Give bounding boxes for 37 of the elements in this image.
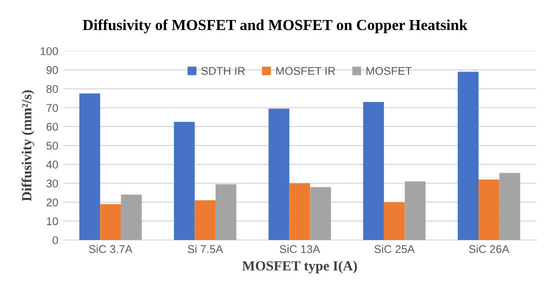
- bar: [120, 194, 142, 240]
- y-tick-label: 0: [52, 236, 58, 244]
- x-tick-label: SiC 25A: [374, 244, 415, 254]
- legend-label: SDTH IR: [201, 67, 245, 75]
- x-tick-label: Si 7.5A: [188, 244, 224, 254]
- y-tick-label: 40: [46, 160, 58, 169]
- y-axis-title: Diffusivity (mm²/s): [22, 90, 34, 202]
- bar: [384, 202, 405, 240]
- bar: [363, 102, 384, 240]
- legend-label: MOSFET: [366, 67, 412, 75]
- bar: [404, 181, 426, 240]
- y-tick-label: 30: [46, 180, 58, 188]
- bar: [499, 172, 520, 240]
- bar: [194, 200, 216, 240]
- y-tick-label: 70: [46, 104, 58, 112]
- y-tick-label: 100: [40, 47, 58, 56]
- bar: [79, 94, 100, 240]
- bar: [100, 204, 121, 240]
- bar: [478, 180, 500, 240]
- x-axis-title: MOSFET type I(A): [242, 260, 357, 274]
- y-tick-label: 80: [46, 85, 58, 93]
- y-tick-label: 10: [46, 217, 58, 226]
- y-tick-label: 50: [46, 142, 58, 150]
- bar: [174, 122, 195, 240]
- y-tick-label: 90: [46, 66, 58, 74]
- y-tick-label: 20: [46, 198, 58, 206]
- x-tick-label: SiC 3.7A: [89, 244, 132, 254]
- bar: [289, 183, 310, 240]
- bar: [216, 184, 236, 240]
- bar: [458, 72, 479, 240]
- x-tick-label: SiC 26A: [469, 244, 510, 254]
- bar: [268, 108, 290, 240]
- legend-label: MOSFET IR: [276, 67, 336, 75]
- y-tick-label: 60: [46, 122, 58, 131]
- chart-title: Diffusivity of MOSFET and MOSFET on Copper Heatsink: [82, 19, 468, 34]
- x-tick-label: SiC 13A: [280, 244, 320, 254]
- bar: [310, 187, 331, 240]
